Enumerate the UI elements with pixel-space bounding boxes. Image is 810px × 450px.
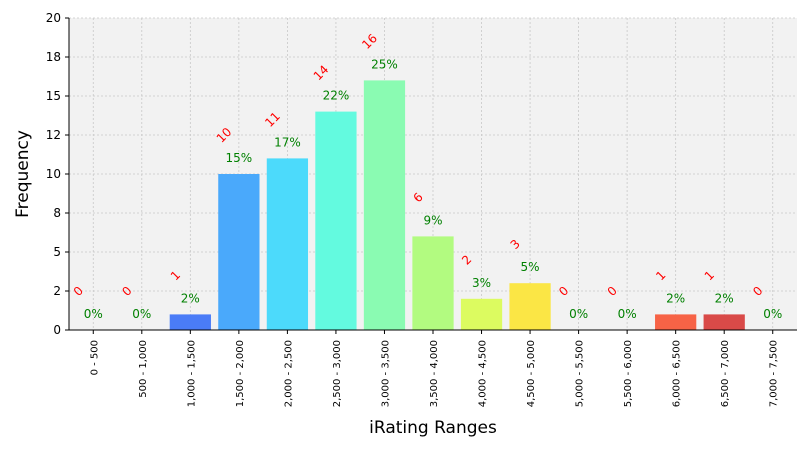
bar — [266, 158, 309, 330]
bar-percent-label: 5% — [521, 260, 540, 274]
y-tick-label: 18 — [46, 50, 61, 64]
x-tick-label: 1,000 - 1,500 — [186, 340, 197, 407]
x-tick-label: 6,500 - 7,000 — [720, 340, 731, 407]
x-tick-label: 7,000 - 7,500 — [769, 340, 780, 407]
bar-percent-label: 0% — [132, 307, 151, 321]
bar-percent-label: 0% — [84, 307, 103, 321]
bar-percent-label: 3% — [472, 276, 491, 290]
x-tick-label: 2,500 - 3,000 — [332, 340, 343, 407]
y-axis-title: Frequency — [13, 130, 33, 218]
bar-percent-label: 2% — [181, 291, 200, 305]
bar — [655, 314, 697, 330]
y-tick-label: 0 — [53, 323, 61, 337]
bar — [363, 80, 406, 331]
bar-percent-label: 15% — [226, 151, 253, 165]
x-tick-label: 0 - 500 — [89, 340, 100, 375]
x-tick-label: 1,500 - 2,000 — [235, 340, 246, 407]
y-tick-label: 8 — [53, 206, 61, 220]
y-tick-label: 10 — [46, 167, 61, 181]
bar-percent-label: 2% — [666, 291, 685, 305]
y-tick-label: 12 — [46, 128, 61, 142]
x-tick-label: 500 - 1,000 — [138, 340, 149, 398]
y-axis-ticks: 0 2 5 8 10 12 15 18 20 — [46, 11, 69, 337]
x-tick-label: 2,000 - 2,500 — [283, 340, 294, 407]
x-axis-title: iRating Ranges — [369, 418, 497, 438]
bars — [169, 80, 745, 331]
bar — [315, 111, 357, 330]
x-axis-ticks: 0 - 500 500 - 1,000 1,000 - 1,500 1,500 - 2… — [89, 330, 780, 407]
bar — [218, 174, 260, 330]
x-tick-label: 5,500 - 6,000 — [623, 340, 634, 407]
bar-percent-label: 22% — [323, 89, 350, 103]
x-tick-label: 4,000 - 4,500 — [478, 340, 489, 407]
y-tick-label: 5 — [53, 245, 61, 259]
bar — [509, 283, 551, 330]
x-tick-label: 4,500 - 5,000 — [526, 340, 537, 407]
bar-percent-label: 0% — [763, 307, 782, 321]
bar — [460, 298, 503, 330]
bar — [703, 314, 745, 330]
bar — [412, 236, 454, 330]
bar-percent-label: 25% — [371, 57, 398, 71]
x-tick-label: 6,000 - 6,500 — [672, 340, 683, 407]
x-tick-label: 5,000 - 5,500 — [575, 340, 586, 407]
bar-percent-label: 9% — [423, 213, 442, 227]
bar-percent-label: 0% — [618, 307, 637, 321]
x-tick-label: 3,000 - 3,500 — [380, 340, 391, 407]
x-tick-label: 3,500 - 4,000 — [429, 340, 440, 407]
y-tick-label: 15 — [46, 89, 61, 103]
bar — [169, 314, 211, 330]
y-tick-label: 2 — [53, 284, 61, 298]
bar-percent-label: 0% — [569, 307, 588, 321]
bar-percent-label: 2% — [715, 291, 734, 305]
bar-percent-label: 17% — [274, 135, 301, 149]
y-tick-label: 20 — [46, 11, 61, 25]
